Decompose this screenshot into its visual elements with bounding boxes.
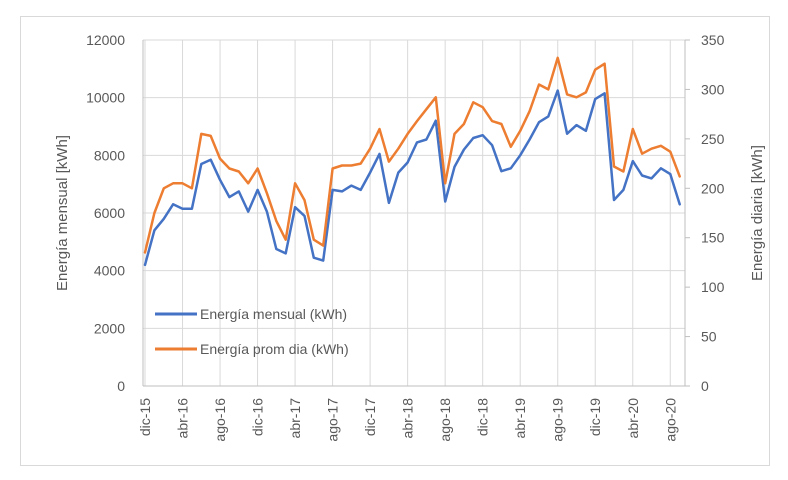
right-axis-title: Energía diaria [kWh] [749,145,766,281]
gridlines [142,39,686,387]
x-axis-tick-label: dic-19 [587,398,603,436]
right-axis-tick-label: 300 [701,81,725,97]
left-axis-tick-label: 10000 [86,90,125,106]
x-axis-tick-label: abr-17 [287,398,303,439]
right-axis-tick-label: 150 [701,230,725,246]
left-axis-tick-label: 12000 [86,32,125,48]
left-axis-ticks: 0 2000 4000 6000 8000 10000 12000 [86,32,125,394]
left-axis-tick-label: 8000 [94,147,125,163]
left-axis-tick-label: 0 [117,378,125,394]
x-axis-tick-label: abr-16 [175,398,191,439]
x-axis-tick-label: ago-18 [437,398,453,442]
right-axis-tick-label: 100 [701,279,725,295]
left-axis-tick-label: 4000 [94,263,125,279]
x-axis-tick-label: abr-19 [512,398,528,439]
series-line-energia-prom-dia [143,56,681,254]
x-axis-tick-label: ago-17 [325,398,341,442]
right-axis-tick-label: 0 [701,378,709,394]
legend-label-energia-prom-dia: Energía prom dia (kWh) [200,341,349,357]
legend-label-energia-mensual: Energía mensual (kWh) [200,306,347,322]
series-lines [143,56,681,267]
x-axis-tick-label: ago-16 [212,398,228,442]
x-axis-tick-label: dic-15 [137,398,153,436]
x-axis-tick-label: dic-17 [362,398,378,436]
right-axis-tick-label: 250 [701,131,725,147]
x-axis-tick-label: abr-18 [400,398,416,439]
x-axis-tick-label: abr-20 [625,398,641,439]
x-axis-ticks: dic-15 abr-16 ago-16 dic-16 abr-17 ago-17 dic-… [137,398,678,442]
x-axis-tick-label: dic-16 [250,398,266,436]
x-axis-tick-label: dic-18 [475,398,491,436]
left-axis-tick-label: 2000 [94,320,125,336]
right-axis-tick-label: 200 [701,180,725,196]
legend: Energía mensual (kWh) Energía prom dia (… [155,306,349,357]
right-axis-ticks: 0 50 100 150 200 250 300 350 [685,32,725,394]
x-axis-tick-label: ago-20 [662,398,678,442]
right-axis-tick-label: 50 [701,329,717,345]
x-axis-tick-label: ago-19 [550,398,566,442]
series-line-energia-mensual [143,89,681,267]
right-axis-tick-label: 350 [701,32,725,48]
left-axis-title: Energía mensual [kWh] [54,135,71,291]
left-axis-tick-label: 6000 [94,205,125,221]
